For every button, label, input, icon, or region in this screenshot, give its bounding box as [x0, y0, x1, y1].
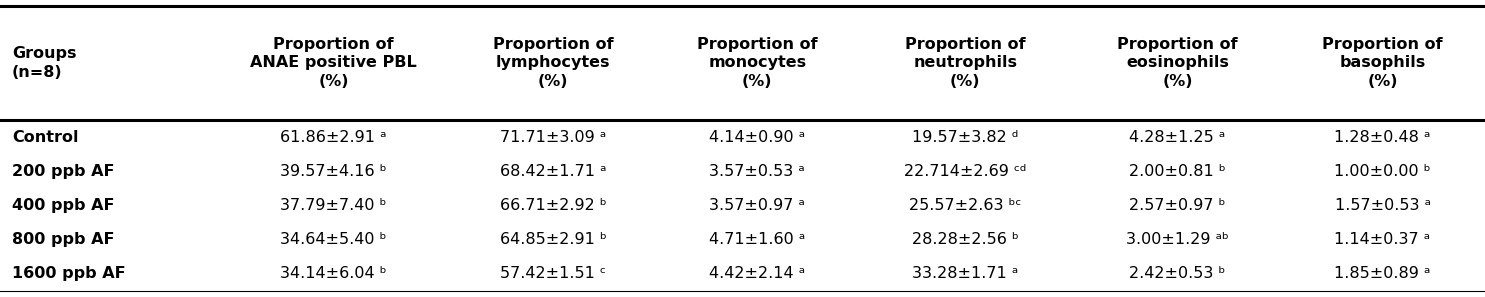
- Text: 64.85±2.91 ᵇ: 64.85±2.91 ᵇ: [500, 232, 606, 247]
- Text: 61.86±2.91 ᵃ: 61.86±2.91 ᵃ: [281, 129, 386, 145]
- Text: Proportion of
lymphocytes
(%): Proportion of lymphocytes (%): [493, 37, 613, 89]
- Text: 22.714±2.69 ᶜᵈ: 22.714±2.69 ᶜᵈ: [904, 164, 1026, 179]
- Text: 3.57±0.97 ᵃ: 3.57±0.97 ᵃ: [710, 198, 805, 213]
- Text: 2.42±0.53 ᵇ: 2.42±0.53 ᵇ: [1130, 266, 1225, 282]
- Text: 4.28±1.25 ᵃ: 4.28±1.25 ᵃ: [1130, 129, 1225, 145]
- Text: 57.42±1.51 ᶜ: 57.42±1.51 ᶜ: [500, 266, 606, 282]
- Text: 2.57±0.97 ᵇ: 2.57±0.97 ᵇ: [1130, 198, 1225, 213]
- Text: 39.57±4.16 ᵇ: 39.57±4.16 ᵇ: [281, 164, 386, 179]
- Text: 800 ppb AF: 800 ppb AF: [12, 232, 114, 247]
- Text: 66.71±2.92 ᵇ: 66.71±2.92 ᵇ: [500, 198, 606, 213]
- Text: 1.14±0.37 ᵃ: 1.14±0.37 ᵃ: [1335, 232, 1430, 247]
- Text: 25.57±2.63 ᵇᶜ: 25.57±2.63 ᵇᶜ: [909, 198, 1022, 213]
- Text: 34.64±5.40 ᵇ: 34.64±5.40 ᵇ: [281, 232, 386, 247]
- Text: 1.85±0.89 ᵃ: 1.85±0.89 ᵃ: [1335, 266, 1430, 282]
- Text: 33.28±1.71 ᵃ: 33.28±1.71 ᵃ: [912, 266, 1019, 282]
- Text: 3.00±1.29 ᵃᵇ: 3.00±1.29 ᵃᵇ: [1126, 232, 1230, 247]
- Text: Groups
(n=8): Groups (n=8): [12, 46, 76, 80]
- Text: 28.28±2.56 ᵇ: 28.28±2.56 ᵇ: [912, 232, 1019, 247]
- Text: 19.57±3.82 ᵈ: 19.57±3.82 ᵈ: [912, 129, 1019, 145]
- Text: 71.71±3.09 ᵃ: 71.71±3.09 ᵃ: [500, 129, 606, 145]
- Text: 4.14±0.90 ᵃ: 4.14±0.90 ᵃ: [710, 129, 805, 145]
- Text: 4.42±2.14 ᵃ: 4.42±2.14 ᵃ: [710, 266, 805, 282]
- Text: Proportion of
neutrophils
(%): Proportion of neutrophils (%): [904, 37, 1026, 89]
- Text: 1.28±0.48 ᵃ: 1.28±0.48 ᵃ: [1335, 129, 1430, 145]
- Text: Proportion of
ANAE positive PBL
(%): Proportion of ANAE positive PBL (%): [249, 37, 417, 89]
- Text: 4.71±1.60 ᵃ: 4.71±1.60 ᵃ: [710, 232, 805, 247]
- Text: 34.14±6.04 ᵇ: 34.14±6.04 ᵇ: [281, 266, 386, 282]
- Text: 1.57±0.53 ᵃ: 1.57±0.53 ᵃ: [1335, 198, 1430, 213]
- Text: Control: Control: [12, 129, 79, 145]
- Text: Proportion of
basophils
(%): Proportion of basophils (%): [1322, 37, 1443, 89]
- Text: 400 ppb AF: 400 ppb AF: [12, 198, 114, 213]
- Text: 2.00±0.81 ᵇ: 2.00±0.81 ᵇ: [1129, 164, 1227, 179]
- Text: Proportion of
monocytes
(%): Proportion of monocytes (%): [696, 37, 818, 89]
- Text: 1600 ppb AF: 1600 ppb AF: [12, 266, 126, 282]
- Text: 1.00±0.00 ᵇ: 1.00±0.00 ᵇ: [1334, 164, 1432, 179]
- Text: 37.79±7.40 ᵇ: 37.79±7.40 ᵇ: [281, 198, 386, 213]
- Text: 3.57±0.53 ᵃ: 3.57±0.53 ᵃ: [710, 164, 805, 179]
- Text: 200 ppb AF: 200 ppb AF: [12, 164, 114, 179]
- Text: 68.42±1.71 ᵃ: 68.42±1.71 ᵃ: [500, 164, 606, 179]
- Text: Proportion of
eosinophils
(%): Proportion of eosinophils (%): [1117, 37, 1238, 89]
